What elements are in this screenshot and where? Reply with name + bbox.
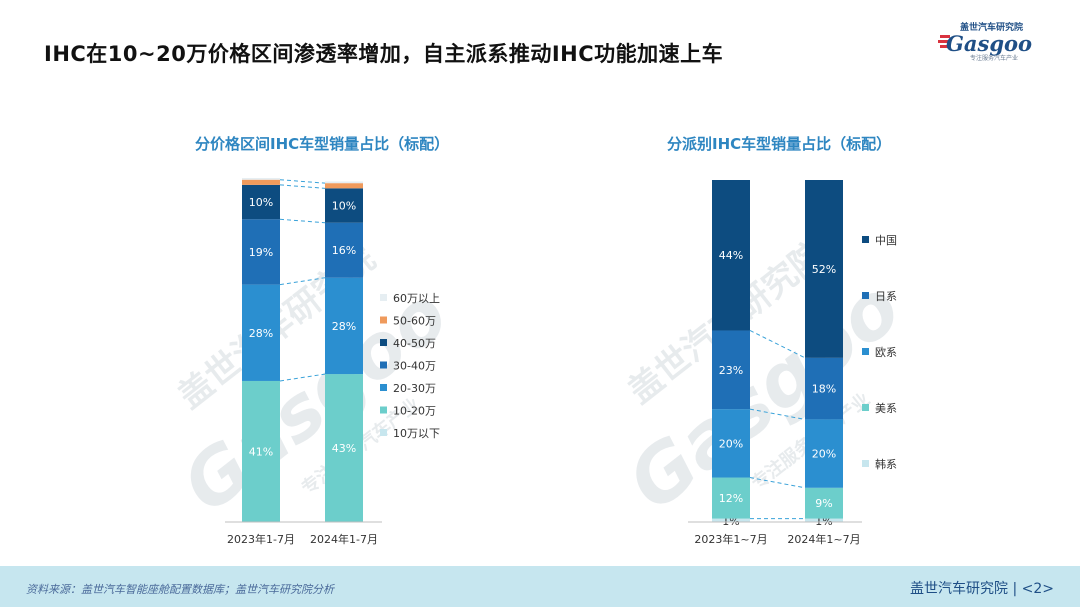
bar-segment	[325, 181, 363, 184]
data-label: 43%	[332, 442, 356, 455]
data-label: 18%	[812, 383, 836, 396]
legend-label: 欧系	[875, 346, 897, 359]
bar-segment	[242, 179, 280, 185]
connector-line	[279, 373, 326, 382]
data-label: 44%	[719, 249, 743, 262]
logo-top-text: 盖世汽车研究院	[960, 21, 1023, 33]
legend-label: 50-60万	[393, 315, 436, 328]
connector-line	[279, 179, 326, 184]
footer-page-number: <2>	[1021, 581, 1054, 597]
bar-segment	[325, 183, 363, 189]
bar-segment	[242, 178, 280, 180]
legend-label: 40-50万	[393, 337, 436, 350]
bar-segment	[712, 518, 750, 522]
legend-swatch	[380, 384, 387, 391]
logo-stripe-2	[938, 40, 950, 43]
legend-swatch	[862, 292, 869, 299]
data-label: 41%	[249, 445, 273, 458]
data-label: 28%	[249, 327, 273, 340]
footer-bar: 资料来源：盖世汽车智能座舱配置数据库；盖世汽车研究院分析 盖世汽车研究院 | <…	[0, 566, 1080, 607]
price-range-chart: 41% 28% 19% 10% 2023年1-7月 43% 28% 16% 10% 2024年1-…	[225, 178, 440, 546]
bar-segment	[325, 374, 363, 522]
connector-line	[279, 184, 326, 189]
connector-line	[749, 330, 806, 359]
legend-label: 20-30万	[393, 382, 436, 395]
data-label: 10%	[332, 200, 356, 213]
legend-swatch	[862, 236, 869, 243]
chart2-title: 分派别IHC车型销量占比（标配）	[667, 135, 892, 153]
data-label: 9%	[815, 497, 832, 510]
logo-stripe-3	[940, 45, 950, 48]
data-label: 20%	[812, 448, 836, 461]
footer-org: 盖世汽车研究院 | <2>	[910, 578, 1054, 598]
bar-segment	[242, 184, 280, 220]
legend-swatch	[862, 404, 869, 411]
footer-separator: |	[1012, 581, 1022, 597]
legend-swatch	[380, 339, 387, 346]
connector-line	[749, 408, 806, 420]
data-label: 19%	[249, 246, 273, 259]
bar-segment	[242, 380, 280, 522]
legend-label: 10万以下	[393, 427, 440, 440]
bar-segment	[325, 188, 363, 223]
footer-org-name: 盖世汽车研究院	[910, 581, 1008, 597]
logo-tagline: 专注服务汽车产业	[970, 54, 1018, 62]
connector-line	[749, 477, 806, 489]
data-label: 16%	[332, 244, 356, 257]
legend-swatch	[380, 406, 387, 414]
legend-swatch	[380, 429, 387, 436]
data-label: 23%	[719, 364, 743, 377]
chart1-title: 分价格区间IHC车型销量占比（标配）	[195, 135, 450, 153]
data-label: 12%	[719, 492, 743, 505]
legend-swatch	[862, 460, 869, 467]
legend-swatch	[380, 361, 387, 369]
bar-segment	[712, 180, 750, 331]
bar-segment	[805, 357, 843, 420]
bar-segment	[325, 277, 363, 375]
data-label: 20%	[719, 437, 743, 450]
bar-segment	[242, 219, 280, 285]
bar-segment	[712, 409, 750, 478]
legend-label: 中国	[875, 234, 897, 247]
legend-label: 韩系	[875, 457, 897, 471]
legend-label: 10-20万	[393, 405, 436, 418]
page-title: IHC在10~20万价格区间渗透率增加，自主派系推动IHC功能加速上车	[44, 42, 724, 66]
bar-segment	[325, 222, 363, 278]
bar-segment	[242, 284, 280, 381]
footer-source: 资料来源：盖世汽车智能座舱配置数据库；盖世汽车研究院分析	[26, 583, 334, 596]
bar-segment	[712, 477, 750, 519]
data-label: 28%	[332, 320, 356, 333]
origin-chart: 1%12%20%23%44%2023年1~7月1%9%20%18%52%2024…	[688, 180, 897, 546]
logo-stripe-1	[940, 35, 950, 38]
bar-segment	[805, 419, 843, 488]
legend-label: 30-40万	[393, 360, 436, 373]
legend-label: 美系	[875, 402, 897, 415]
bar-segment	[805, 518, 843, 522]
x-tick-label: 2023年1~7月	[694, 532, 767, 546]
legend-swatch	[380, 316, 387, 324]
legend-label: 60万以上	[393, 292, 440, 305]
bar-segment	[712, 330, 750, 410]
connector-line	[279, 218, 326, 224]
data-label: 10%	[249, 196, 273, 209]
x-tick-label: 2024年1-7月	[310, 532, 378, 546]
bar-segment	[805, 180, 843, 358]
x-tick-label: 2023年1-7月	[227, 532, 295, 546]
logo-wordmark: Gasgoo	[946, 31, 1032, 56]
gasgoo-logo: 盖世汽车研究院 Gasgoo 专注服务汽车产业	[938, 21, 1032, 62]
data-label: 52%	[812, 263, 836, 276]
x-tick-label: 2024年1~7月	[787, 532, 860, 546]
bar-segment	[805, 487, 843, 519]
legend-swatch	[862, 348, 869, 355]
connector-line	[279, 277, 326, 286]
legend-label: 日系	[875, 290, 897, 303]
legend-swatch	[380, 294, 387, 301]
